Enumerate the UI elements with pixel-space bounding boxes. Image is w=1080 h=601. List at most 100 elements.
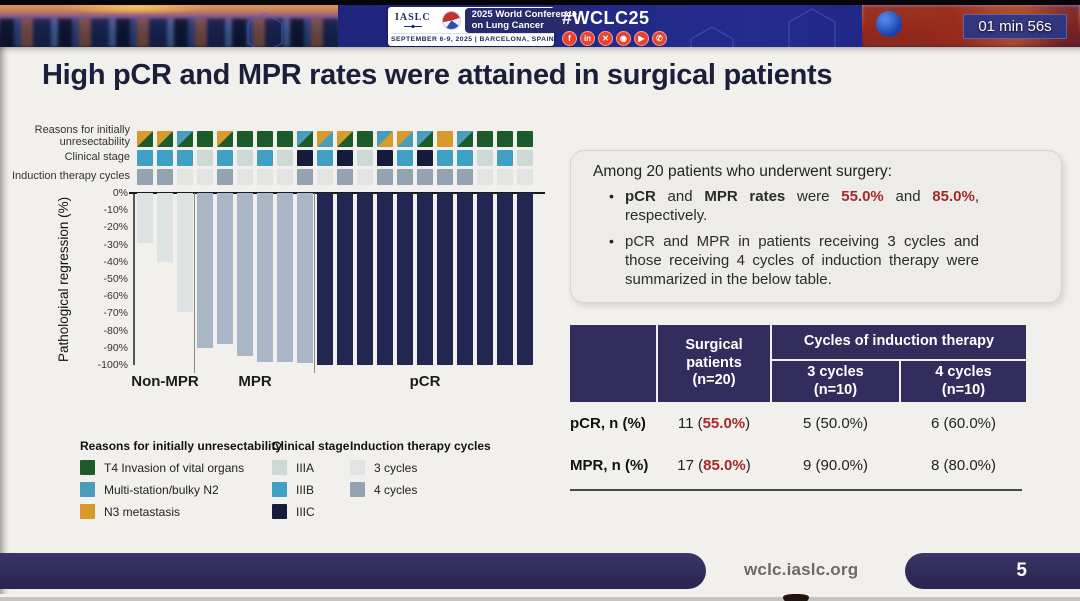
annotation-square	[177, 169, 193, 185]
annotation-square	[297, 131, 313, 147]
stream-timer: 01 min 56s	[963, 14, 1067, 39]
table-cell-4cycles: 8 (80.0%)	[930, 456, 997, 474]
annotation-square	[397, 131, 413, 147]
legend-swatch	[350, 460, 365, 475]
screen-bottom-edge	[0, 594, 1080, 597]
legend-title: Clinical stage	[272, 439, 350, 453]
patient-bar	[437, 193, 453, 365]
conference-title: 2025 World Conference on Lung Cancer	[464, 7, 584, 34]
group-label: pCR	[409, 373, 441, 390]
conference-logo-card: IASLC 2025 World Conference on Lung Canc…	[388, 7, 584, 46]
y-tick-label: -20%	[103, 221, 128, 234]
y-tick-label: -70%	[103, 307, 128, 320]
patient-bar	[197, 193, 213, 348]
annotation-square	[497, 131, 513, 147]
iaslc-emblem-icon	[403, 23, 422, 29]
y-tick-label: -90%	[103, 341, 128, 354]
annotation-square	[217, 131, 233, 147]
social-icons-row: f in ✕ ◉ ▶ ✆	[562, 31, 667, 46]
annotation-square	[477, 169, 493, 185]
legend-swatch	[350, 482, 365, 497]
annotation-square	[237, 150, 253, 166]
annotation-square	[317, 169, 333, 185]
footer-bar	[0, 553, 706, 589]
hashtag-block: #WCLC25 f in ✕ ◉ ▶ ✆	[562, 9, 667, 46]
annotation-square	[477, 150, 493, 166]
legend-item: 3 cycles	[350, 460, 491, 475]
annotation-square	[337, 150, 353, 166]
y-tick-label: -60%	[103, 290, 128, 303]
annotation-square	[377, 131, 393, 147]
bullet-marker: •	[609, 188, 614, 204]
annotation-square	[337, 169, 353, 185]
bullet-1-part: 85.0%	[932, 188, 975, 205]
patient-bar	[157, 193, 173, 262]
table-row-label: pCR, n (%)	[570, 414, 646, 432]
legend-title: Induction therapy cycles	[350, 439, 491, 453]
linkedin-icon: in	[580, 31, 595, 46]
y-tick-label: -40%	[103, 255, 128, 268]
y-axis-label: Pathological regression (%)	[56, 196, 71, 362]
footer-url: wclc.iaslc.org	[744, 560, 859, 579]
annotation-row-stage	[137, 150, 533, 166]
legend-column: Reasons for initially unresectability T4 …	[80, 439, 282, 519]
slide: High pCR and MPR rates were attained in …	[0, 47, 1080, 594]
instagram-icon: ◉	[616, 31, 631, 46]
bullet-1-part: pCR	[625, 188, 656, 205]
y-tick-label: -50%	[103, 273, 128, 285]
group-label: MPR	[238, 373, 272, 390]
patient-bar	[377, 193, 393, 365]
table-row-label: MPR, n (%)	[570, 456, 649, 474]
y-tick-label: 0%	[112, 187, 128, 199]
annotation-square	[377, 150, 393, 166]
patient-bar	[517, 193, 533, 365]
legend-column: Induction therapy cycles 3 cycles 4 cycles	[350, 439, 491, 497]
annotation-square	[197, 131, 213, 147]
patient-bar	[317, 193, 333, 365]
info-box-heading: Among 20 patients who underwent surgery:	[593, 163, 892, 180]
patient-bar	[477, 193, 493, 365]
legend-swatch	[80, 482, 95, 497]
annotation-square	[517, 131, 533, 147]
annotation-square	[157, 169, 173, 185]
bullet-1-part: and	[883, 188, 933, 205]
annotation-square	[257, 131, 273, 147]
patient-bar	[237, 193, 253, 357]
group-separator	[314, 193, 315, 373]
annotation-square	[197, 150, 213, 166]
legend-item: IIIA	[272, 460, 349, 475]
legend-item: Multi-station/bulky N2	[80, 482, 282, 497]
waterfall-chart: Reasons for initially unresectability Cl…	[0, 124, 565, 427]
bullet-2: • pCR and MPR in patients receiving 3 cy…	[609, 233, 1041, 290]
y-tick-label: -100%	[97, 359, 128, 371]
annotation-square	[257, 169, 273, 185]
annotation-square	[437, 131, 453, 147]
legend-item-label: IIIC	[296, 504, 315, 519]
legend-item: 4 cycles	[350, 482, 491, 497]
table-corner-cell	[570, 325, 656, 402]
annotation-square	[457, 150, 473, 166]
annotation-square	[337, 131, 353, 147]
patient-bar	[397, 193, 413, 365]
legend-item: IIIB	[272, 482, 349, 497]
annotation-square	[497, 150, 513, 166]
annotation-square	[417, 131, 433, 147]
bullet-1-part: 55.0%	[841, 188, 884, 205]
patient-bar	[337, 193, 353, 365]
legend-item-label: N3 metastasis	[104, 504, 181, 519]
patient-bar	[217, 193, 233, 345]
desk-edge	[0, 597, 1080, 601]
legend-item-label: IIIB	[296, 482, 315, 497]
table-cell-surgical: 11 (55.0%)	[677, 414, 751, 432]
bullet-marker: •	[609, 232, 614, 249]
annotation-row-reasons	[137, 131, 533, 147]
page-number: 5	[1016, 560, 1027, 581]
legend-item-label: Multi-station/bulky N2	[104, 482, 219, 497]
barcelona-skyline-left-image	[0, 5, 338, 47]
conference-dates: SEPTEMBER 6-9, 2025 | BARCELONA, SPAIN	[391, 33, 554, 43]
facebook-icon: f	[562, 31, 577, 46]
group-label: Non-MPR	[131, 373, 199, 390]
annotation-square	[137, 150, 153, 166]
results-table: Surgical patients (n=20) Cycles of induc…	[570, 325, 1026, 486]
bullet-1-part: , respectively.	[625, 188, 979, 224]
